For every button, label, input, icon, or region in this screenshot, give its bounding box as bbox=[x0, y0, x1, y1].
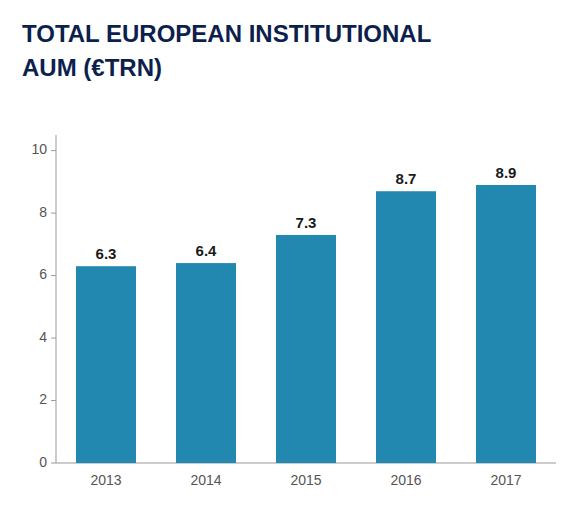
chart-container: TOTAL EUROPEAN INSTITUTIONAL AUM (€TRN) 0 2… bbox=[0, 0, 580, 511]
data-label: 8.7 bbox=[396, 170, 417, 187]
y-tick bbox=[51, 275, 56, 276]
y-axis: 0 2 4 6 8 10 bbox=[31, 135, 56, 470]
data-label: 7.3 bbox=[296, 214, 317, 231]
data-labels: 6.3 6.4 7.3 8.7 8.9 bbox=[96, 164, 517, 262]
bar bbox=[276, 235, 336, 463]
bars bbox=[76, 185, 536, 463]
x-tick-label: 2015 bbox=[290, 472, 321, 488]
y-tick bbox=[51, 338, 56, 339]
title: AUM (€TRN) bbox=[22, 54, 162, 81]
y-tick bbox=[51, 213, 56, 214]
x-tick-label: 2014 bbox=[190, 472, 221, 488]
title-group: TOTAL EUROPEAN INSTITUTIONAL AUM (€TRN) bbox=[22, 20, 431, 81]
y-tick-label: 2 bbox=[39, 391, 47, 407]
bar bbox=[376, 191, 436, 463]
data-label: 6.3 bbox=[96, 245, 117, 262]
x-axis: 2013 2014 2015 2016 2017 bbox=[90, 472, 521, 488]
y-tick bbox=[51, 150, 56, 151]
data-label: 8.9 bbox=[496, 164, 517, 181]
x-tick-label: 2017 bbox=[490, 472, 521, 488]
x-tick-label: 2016 bbox=[390, 472, 421, 488]
bar bbox=[76, 266, 136, 463]
y-tick-label: 4 bbox=[39, 329, 47, 345]
y-tick-label: 8 bbox=[39, 204, 47, 220]
chart-svg: TOTAL EUROPEAN INSTITUTIONAL AUM (€TRN) 0 2… bbox=[0, 0, 580, 511]
data-label: 6.4 bbox=[196, 242, 218, 259]
y-tick-label: 0 bbox=[39, 454, 47, 470]
y-tick-label: 6 bbox=[39, 266, 47, 282]
bar bbox=[176, 263, 236, 463]
y-axis-line bbox=[56, 135, 57, 463]
y-tick-label: 10 bbox=[31, 141, 47, 157]
bar bbox=[476, 185, 536, 463]
y-tick bbox=[51, 463, 56, 464]
x-tick-label: 2013 bbox=[90, 472, 121, 488]
y-tick bbox=[51, 400, 56, 401]
title: TOTAL EUROPEAN INSTITUTIONAL bbox=[22, 20, 431, 47]
